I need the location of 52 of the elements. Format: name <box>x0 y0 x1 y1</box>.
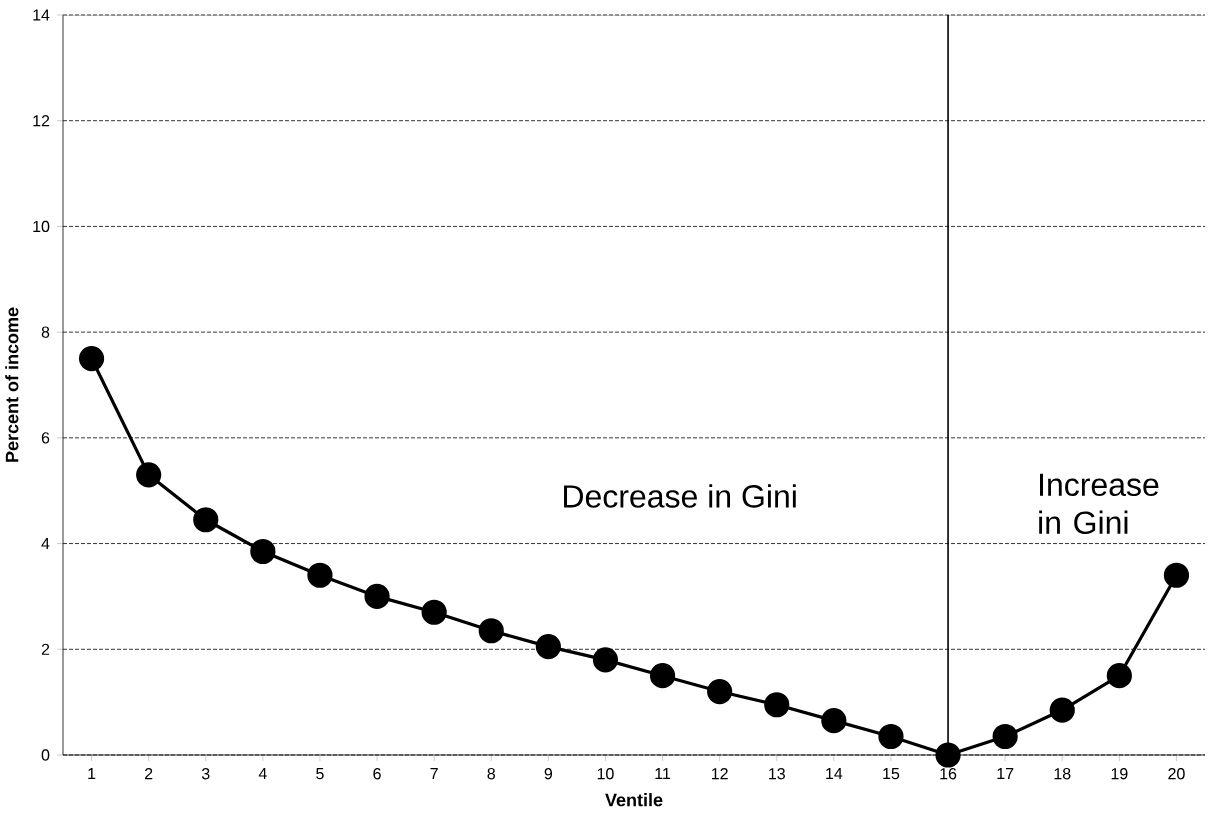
x-tick-label: 10 <box>597 768 614 780</box>
y-tick-label: 2 <box>41 643 50 655</box>
x-tick-label: 1 <box>88 768 96 780</box>
point <box>1049 697 1075 723</box>
y-tick-label: 14 <box>33 9 50 21</box>
point <box>421 599 447 625</box>
point <box>992 723 1018 750</box>
annotation: Decrease in Gini <box>564 484 796 508</box>
x-tick-label: 4 <box>258 768 267 780</box>
x-tick-label: 17 <box>997 768 1014 780</box>
y-tick-label: 8 <box>41 326 50 338</box>
x-tick-label: 14 <box>826 768 843 780</box>
y-tick-label: 0 <box>41 749 50 761</box>
point <box>307 562 333 588</box>
point <box>78 345 105 372</box>
x-tick-label: 13 <box>769 768 785 780</box>
y-tick-label: 6 <box>41 432 50 444</box>
point <box>878 723 904 750</box>
point <box>1106 663 1132 689</box>
x-tick-label: 18 <box>1054 768 1071 780</box>
x-tick-label: 6 <box>373 768 381 780</box>
x-axis-title: Ventile <box>605 793 663 807</box>
point <box>649 663 676 689</box>
x-tick-label: 15 <box>883 768 900 780</box>
x-tick-label: 7 <box>430 768 438 780</box>
x-tick-label: 11 <box>655 768 671 780</box>
x-tick-label: 12 <box>711 768 728 780</box>
point <box>821 708 847 734</box>
point <box>764 692 790 718</box>
point <box>935 742 961 768</box>
point <box>364 583 390 610</box>
annotation: Increase in Gini <box>1039 473 1159 535</box>
point <box>592 647 619 673</box>
x-tick-label: 8 <box>487 768 495 780</box>
point <box>535 634 561 660</box>
y-tick-label: 10 <box>33 220 50 233</box>
x-tick-label: 9 <box>544 768 553 780</box>
x-tick-label: 20 <box>1168 768 1185 780</box>
y-axis-title: Percent of income <box>5 307 19 462</box>
point <box>250 538 276 565</box>
x-tick-label: 16 <box>940 768 957 780</box>
point <box>136 462 162 488</box>
x-tick-label: 3 <box>201 768 210 780</box>
point <box>707 678 733 705</box>
y-tick-label: 4 <box>41 538 50 550</box>
x-tick-label: 5 <box>316 768 324 780</box>
point <box>193 507 219 533</box>
point <box>478 618 504 644</box>
x-tick-label: 2 <box>145 768 153 780</box>
point <box>1163 562 1190 588</box>
y-tick-label: 12 <box>33 115 50 127</box>
x-tick-label: 19 <box>1111 768 1128 780</box>
